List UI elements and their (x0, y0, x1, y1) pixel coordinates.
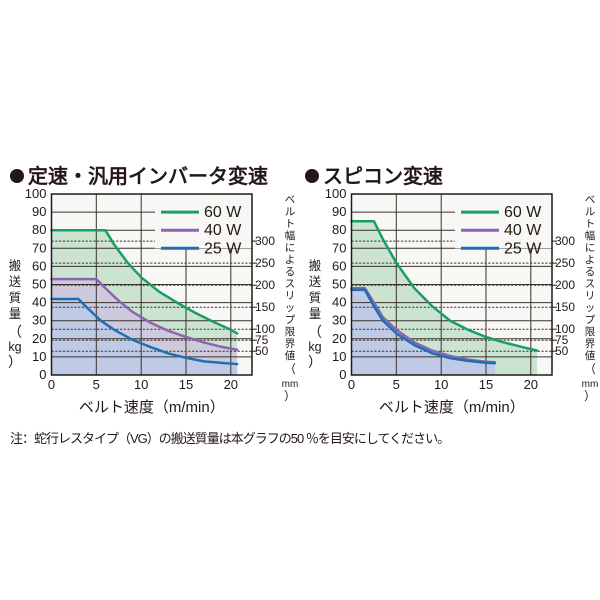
svg-text:搬: 搬 (9, 258, 22, 273)
svg-text:ト: ト (285, 218, 296, 230)
svg-text:（: （ (284, 362, 296, 376)
svg-text:界: 界 (585, 338, 596, 350)
svg-text:60: 60 (332, 258, 346, 273)
svg-text:よ: よ (585, 254, 596, 266)
svg-text:ス: ス (285, 278, 296, 290)
svg-text:20: 20 (332, 331, 346, 346)
svg-text:25 W: 25 W (204, 240, 242, 257)
svg-text:200: 200 (555, 278, 575, 292)
svg-text:プ: プ (585, 314, 596, 326)
svg-text:kg: kg (308, 340, 321, 354)
svg-text:50: 50 (255, 344, 269, 358)
svg-text:界: 界 (285, 338, 296, 350)
svg-text:幅: 幅 (585, 229, 596, 242)
svg-text:80: 80 (32, 222, 46, 237)
svg-text:10: 10 (434, 377, 448, 392)
svg-text:70: 70 (332, 240, 346, 255)
svg-text:リ: リ (585, 290, 596, 302)
svg-text:ス: ス (585, 278, 596, 290)
svg-text:リ: リ (285, 290, 296, 302)
svg-text:250: 250 (555, 256, 575, 270)
svg-text:に: に (285, 242, 296, 254)
svg-text:50: 50 (332, 277, 346, 292)
svg-text:40: 40 (332, 295, 346, 310)
svg-text:送: 送 (309, 274, 322, 289)
svg-text:300: 300 (555, 234, 575, 248)
svg-text:60 W: 60 W (204, 204, 242, 221)
svg-text:量: 量 (309, 307, 322, 321)
svg-text:10: 10 (32, 349, 46, 364)
svg-text:（: （ (8, 324, 22, 340)
svg-text:0: 0 (348, 377, 355, 392)
svg-text:る: る (285, 266, 296, 278)
svg-text:25 W: 25 W (504, 240, 542, 257)
svg-text:100: 100 (325, 186, 347, 201)
svg-text:ベ: ベ (285, 194, 296, 206)
svg-text:5: 5 (393, 377, 400, 392)
svg-text:250: 250 (255, 256, 275, 270)
svg-text:20: 20 (524, 377, 538, 392)
svg-text:ト: ト (585, 218, 596, 230)
svg-text:搬: 搬 (309, 258, 322, 273)
svg-text:限: 限 (585, 326, 596, 338)
svg-text:150: 150 (555, 300, 575, 314)
svg-text:20: 20 (32, 331, 46, 346)
svg-text:値: 値 (285, 349, 296, 362)
svg-text:）: ） (284, 389, 296, 403)
svg-text:40 W: 40 W (204, 222, 242, 239)
svg-text:）: ） (584, 389, 596, 403)
svg-text:90: 90 (332, 204, 346, 219)
svg-text:50: 50 (32, 277, 46, 292)
svg-text:15: 15 (179, 377, 193, 392)
svg-text:に: に (585, 242, 596, 254)
svg-text:150: 150 (255, 300, 275, 314)
svg-text:）: ） (8, 354, 22, 370)
svg-text:る: る (585, 266, 596, 278)
svg-text:10: 10 (332, 349, 346, 364)
svg-text:kg: kg (8, 340, 21, 354)
svg-text:60: 60 (32, 258, 46, 273)
svg-text:（: （ (584, 362, 596, 376)
svg-text:0: 0 (339, 367, 346, 382)
svg-text:ッ: ッ (285, 302, 296, 314)
svg-text:30: 30 (332, 313, 346, 328)
svg-text:0: 0 (48, 377, 55, 392)
svg-text:40 W: 40 W (504, 222, 542, 239)
svg-text:よ: よ (285, 254, 296, 266)
svg-text:20: 20 (224, 377, 238, 392)
svg-text:70: 70 (32, 240, 46, 255)
svg-text:0: 0 (39, 367, 46, 382)
svg-text:量: 量 (9, 307, 22, 321)
svg-text:幅: 幅 (285, 229, 296, 242)
svg-text:100: 100 (25, 186, 47, 201)
svg-text:5: 5 (93, 377, 100, 392)
svg-text:質: 質 (309, 290, 322, 305)
svg-text:ル: ル (585, 206, 596, 218)
svg-text:限: 限 (285, 326, 296, 338)
svg-text:30: 30 (32, 313, 46, 328)
svg-text:200: 200 (255, 278, 275, 292)
svg-text:40: 40 (32, 295, 46, 310)
svg-text:ベ: ベ (585, 194, 596, 206)
svg-text:ベルト速度（m/min）: ベルト速度（m/min） (79, 399, 225, 416)
svg-text:（: （ (308, 324, 322, 340)
svg-text:質: 質 (9, 290, 22, 305)
svg-text:15: 15 (479, 377, 493, 392)
svg-text:プ: プ (285, 314, 296, 326)
svg-text:80: 80 (332, 222, 346, 237)
svg-text:50: 50 (555, 344, 569, 358)
svg-text:300: 300 (255, 234, 275, 248)
svg-text:90: 90 (32, 204, 46, 219)
svg-text:値: 値 (585, 349, 596, 362)
svg-text:ベルト速度（m/min）: ベルト速度（m/min） (379, 399, 525, 416)
svg-text:10: 10 (134, 377, 148, 392)
svg-text:60 W: 60 W (504, 204, 542, 221)
svg-text:送: 送 (9, 274, 22, 289)
svg-text:ッ: ッ (585, 302, 596, 314)
svg-text:ル: ル (285, 206, 296, 218)
svg-text:）: ） (308, 354, 322, 370)
